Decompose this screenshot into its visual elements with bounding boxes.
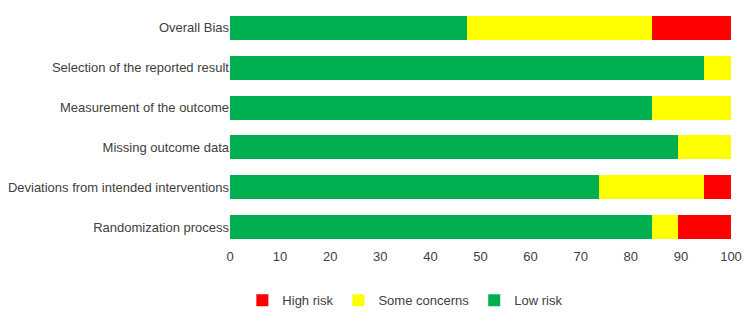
svg-text:30: 30 — [373, 249, 387, 264]
svg-text:Low risk: Low risk — [514, 293, 562, 308]
svg-text:90: 90 — [674, 249, 688, 264]
svg-text:Randomization process: Randomization process — [93, 220, 229, 235]
svg-text:Overall Bias: Overall Bias — [159, 20, 230, 35]
svg-text:50: 50 — [473, 249, 487, 264]
svg-text:Missing outcome data: Missing outcome data — [103, 140, 230, 155]
svg-text:70: 70 — [573, 249, 587, 264]
svg-text:80: 80 — [624, 249, 638, 264]
svg-text:20: 20 — [323, 249, 337, 264]
svg-text:40: 40 — [423, 249, 437, 264]
svg-text:0: 0 — [226, 249, 233, 264]
svg-text:10: 10 — [273, 249, 287, 264]
svg-text:Deviations from intended inter: Deviations from intended interventions — [8, 180, 230, 195]
svg-text:60: 60 — [523, 249, 537, 264]
svg-text:Some concerns: Some concerns — [378, 293, 469, 308]
svg-text:High risk: High risk — [282, 293, 333, 308]
svg-text:Selection of the reported resu: Selection of the reported result — [52, 60, 229, 75]
svg-text:Measurement of the outcome: Measurement of the outcome — [60, 100, 229, 115]
svg-text:100: 100 — [720, 249, 742, 264]
